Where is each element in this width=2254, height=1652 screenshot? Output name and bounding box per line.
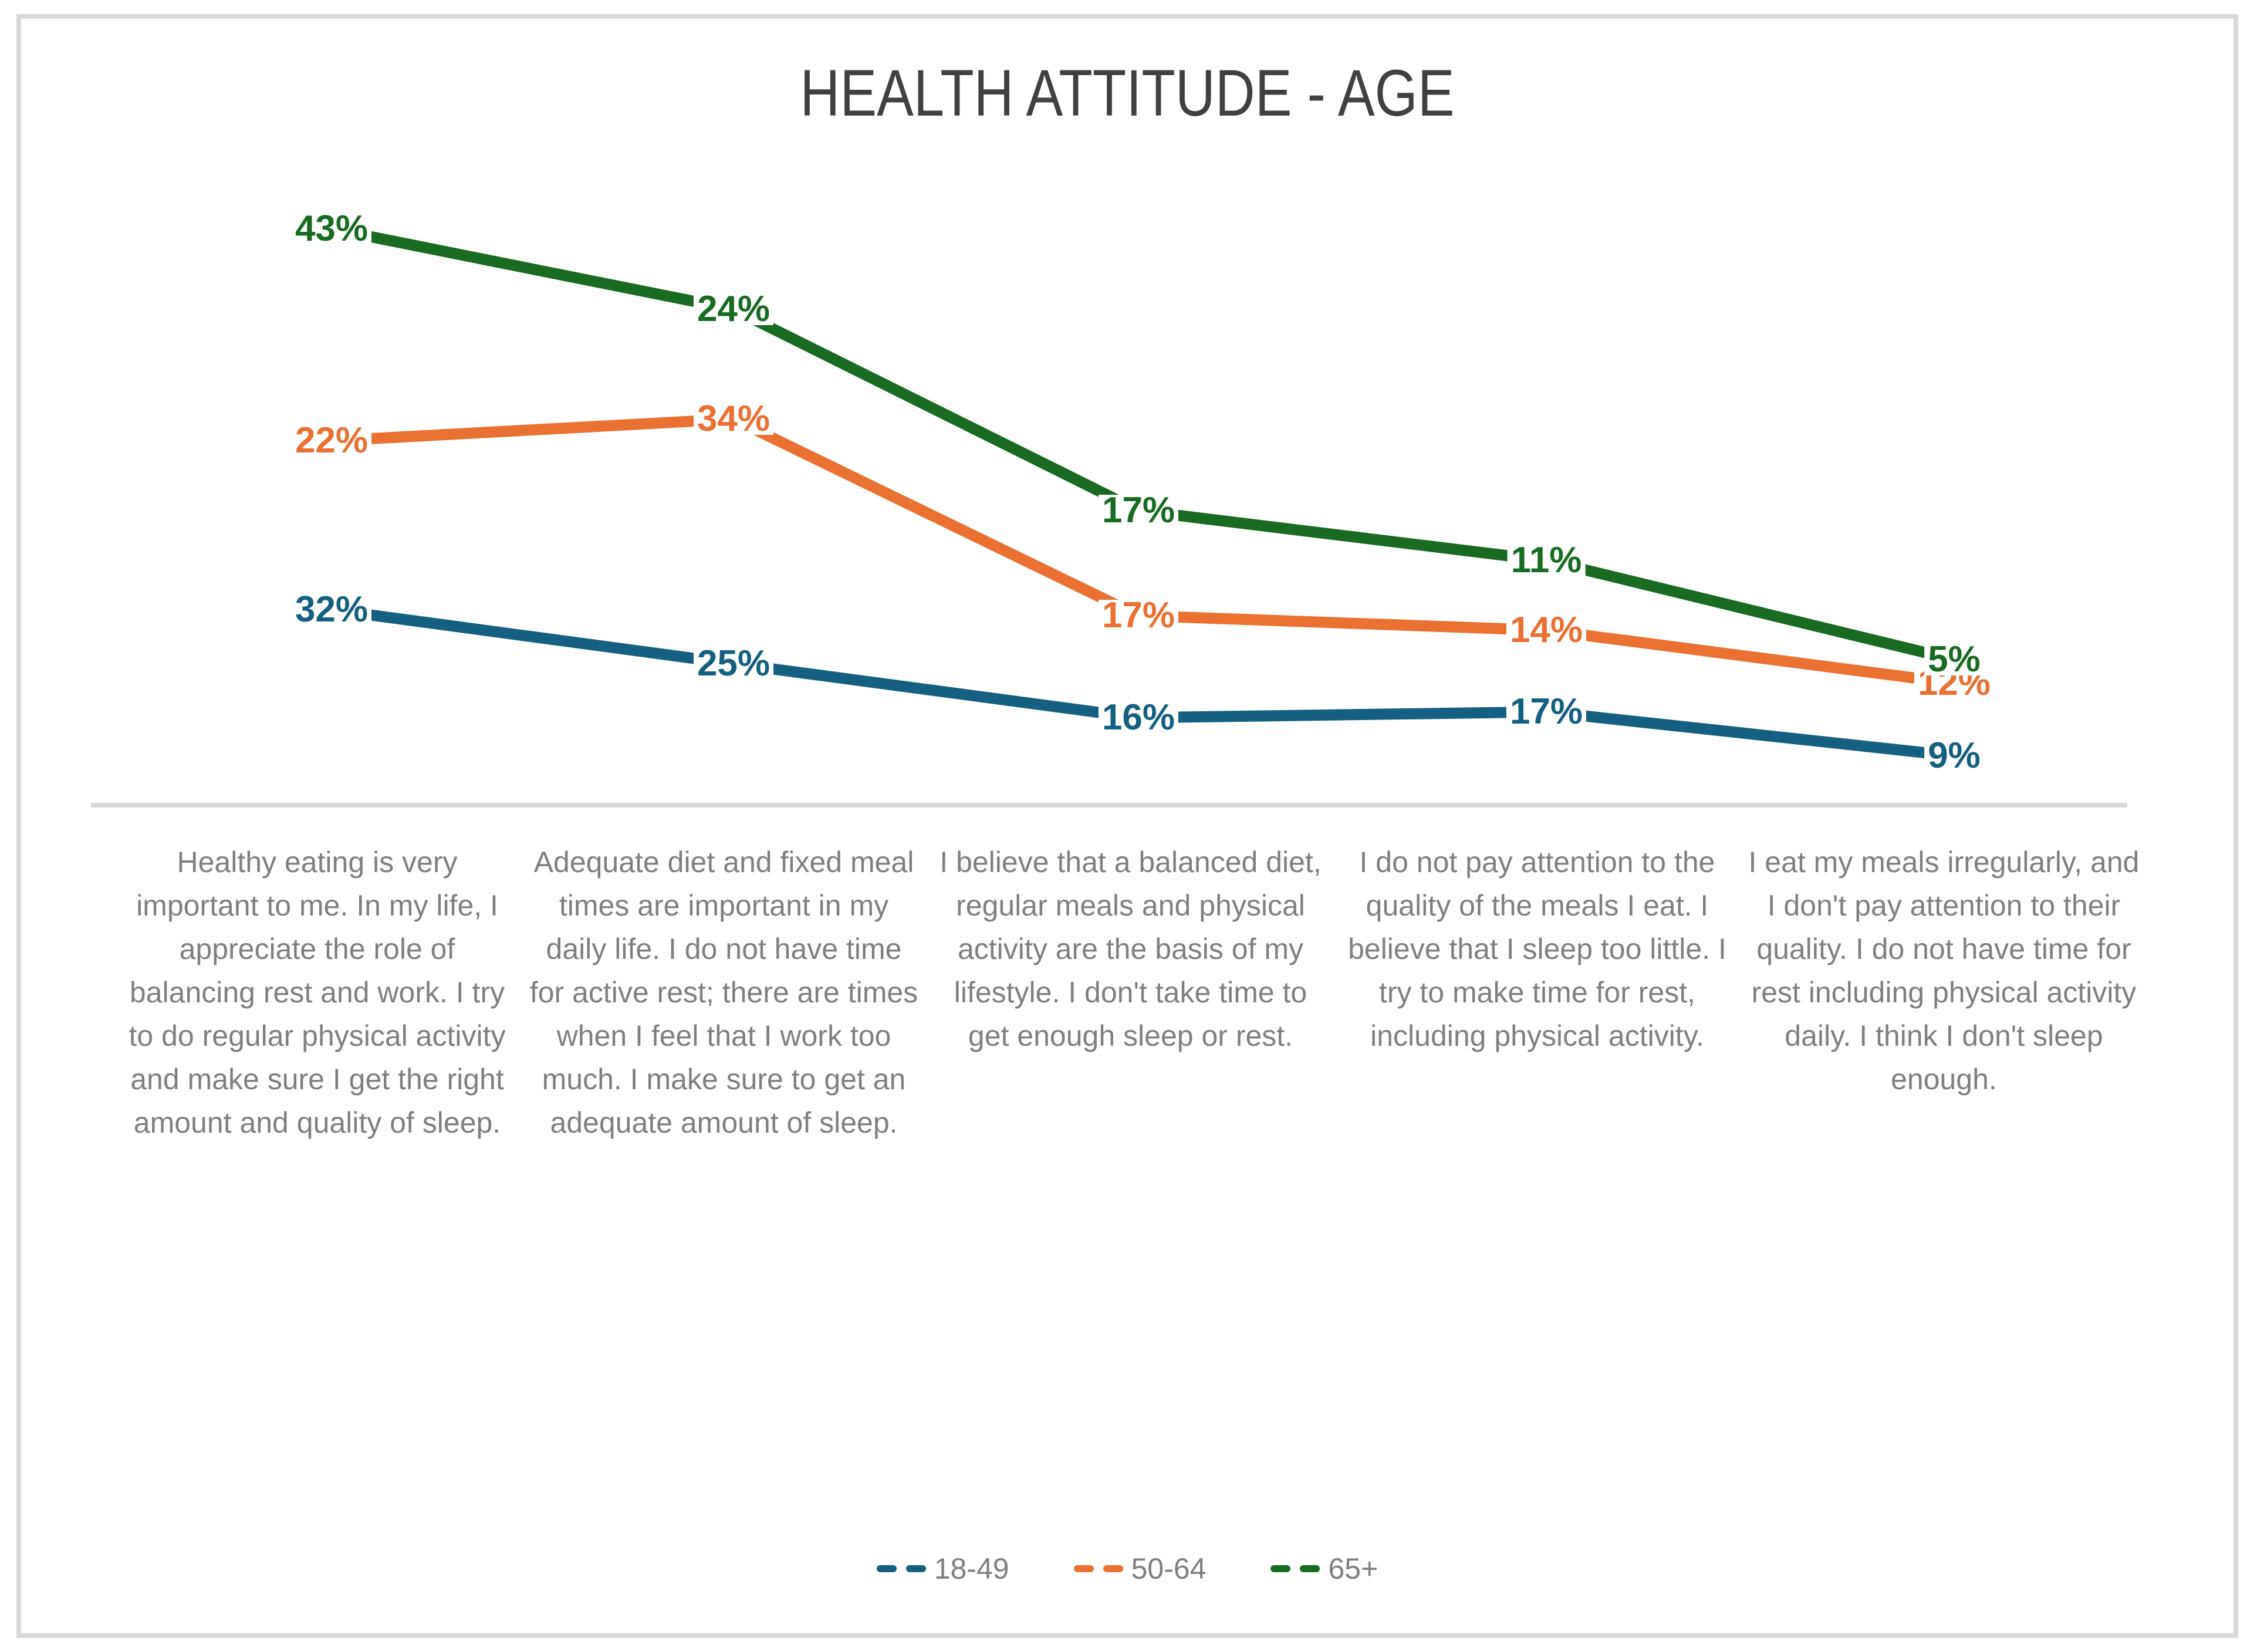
legend: 18-49 50-64 65+ xyxy=(21,1552,2233,1586)
legend-dash xyxy=(876,1565,897,1572)
legend-dash xyxy=(1103,1565,1123,1572)
legend-label: 50-64 xyxy=(1131,1552,1207,1585)
x-axis-line xyxy=(91,803,2127,808)
legend-label: 18-49 xyxy=(934,1552,1009,1585)
category-axis-labels: Healthy eating is very important to me. … xyxy=(114,840,2147,1144)
series-line-18-49 xyxy=(330,604,1955,762)
chart-frame: HEALTH ATTITUDE - AGE 32% 25% 16% 17% 9% 22% 3… xyxy=(16,14,2238,1638)
category-label-3: I believe that a balanced diet, regular … xyxy=(940,846,1322,1052)
legend-dash xyxy=(1073,1565,1094,1572)
category-label-2: Adequate diet and fixed meal times are i… xyxy=(529,846,918,1139)
legend-item-65plus: 65+ xyxy=(1270,1552,1378,1586)
legend-dash-marker-65plus xyxy=(1270,1565,1320,1572)
legend-item-50-64: 50-64 xyxy=(1073,1552,1207,1586)
legend-dash-marker-50-64 xyxy=(1073,1565,1123,1572)
category-label-4: I do not pay attention to the quality of… xyxy=(1348,846,1726,1052)
series-line-65+ xyxy=(330,223,1956,665)
legend-item-18-49: 18-49 xyxy=(876,1552,1009,1586)
legend-label: 65+ xyxy=(1328,1552,1378,1585)
line-plot-area xyxy=(330,223,1956,762)
legend-dash xyxy=(905,1565,926,1572)
legend-dash-marker-18-49 xyxy=(876,1565,926,1572)
legend-dash xyxy=(1270,1565,1291,1572)
legend-dash xyxy=(1300,1565,1320,1572)
chart-title: HEALTH ATTITUDE - AGE xyxy=(800,56,1455,130)
category-label-1: Healthy eating is very important to me. … xyxy=(129,846,506,1139)
category-label-5: I eat my meals irregularly, and I don't … xyxy=(1748,846,2140,1096)
